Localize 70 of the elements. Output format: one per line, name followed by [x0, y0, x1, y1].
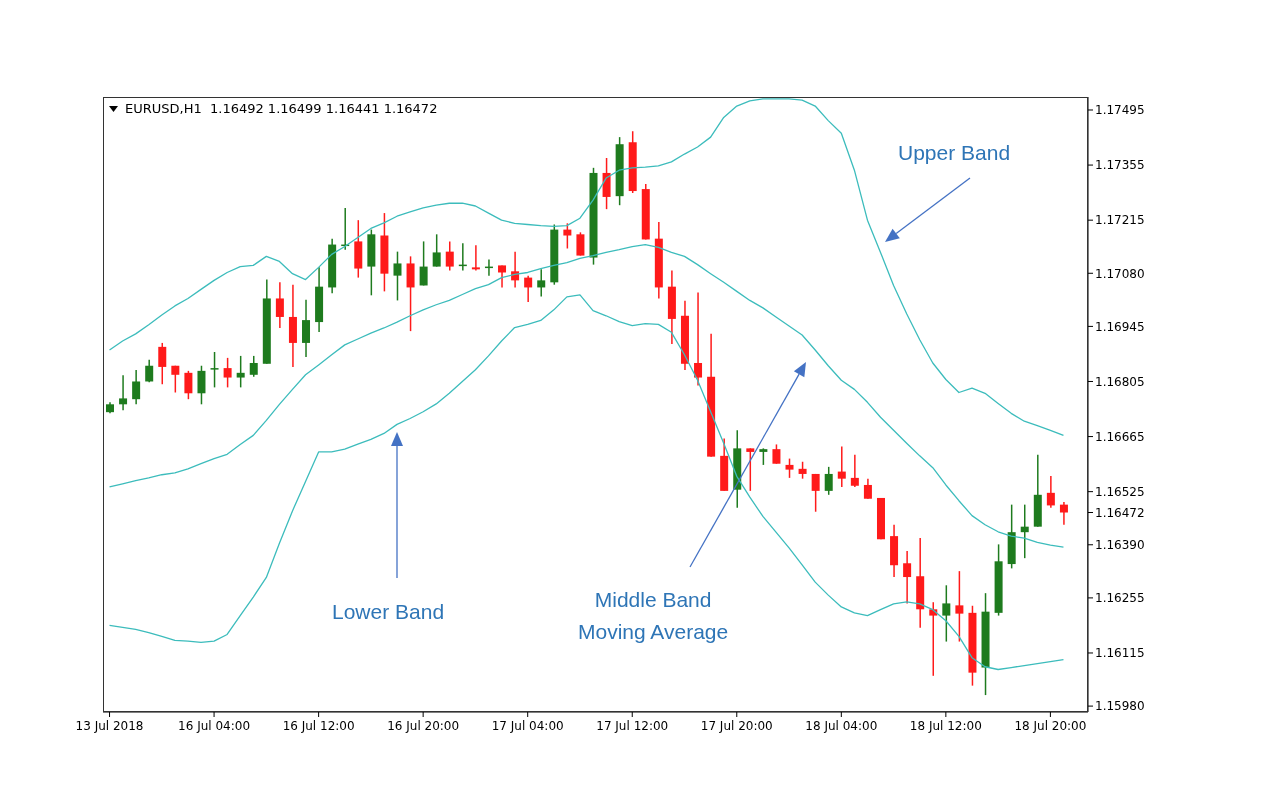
y-tick-label: 1.17355 — [1095, 158, 1145, 173]
chart-title: EURUSD,H1 1.16492 1.16499 1.16441 1.16472 — [125, 101, 438, 116]
candlestick — [863, 477, 872, 500]
annotation: Lower Band — [332, 599, 445, 625]
candlestick — [837, 445, 846, 488]
line-series — [108, 98, 1065, 437]
candlestick — [694, 291, 703, 387]
y-tick-label: 1.16805 — [1095, 374, 1145, 389]
y-tick-label: 1.16390 — [1095, 538, 1145, 553]
candlestick — [576, 231, 585, 257]
candlestick — [158, 342, 167, 385]
y-tick-label: 1.17215 — [1095, 213, 1145, 228]
x-tick-label: 17 Jul 04:00 — [491, 719, 564, 733]
candlestick — [772, 443, 781, 465]
x-tick-label: 13 Jul 2018 — [75, 719, 144, 733]
candlestick — [850, 453, 859, 488]
candlestick — [942, 584, 951, 643]
x-tick-label: 17 Jul 20:00 — [700, 719, 773, 733]
candlestick — [471, 244, 480, 272]
candlestick — [184, 370, 193, 400]
candlestick — [275, 281, 284, 329]
candlestick — [419, 240, 428, 287]
candlestick — [171, 364, 180, 394]
candlestick — [249, 355, 258, 378]
candlestick — [197, 364, 206, 406]
y-tick-label: 1.16945 — [1095, 319, 1145, 334]
candlestick — [824, 466, 833, 496]
line-series — [108, 243, 1065, 548]
candlestick — [132, 369, 141, 406]
y-tick-label: 1.16665 — [1095, 429, 1145, 444]
annotation: Upper Band — [898, 140, 1011, 166]
annotation: Middle Band Moving Average — [578, 587, 729, 645]
candlestick — [811, 473, 820, 513]
candlestick — [210, 351, 219, 389]
x-tick-label: 18 Jul 20:00 — [1014, 719, 1087, 733]
x-tick-label: 17 Jul 12:00 — [596, 719, 669, 733]
candlestick — [1046, 475, 1055, 509]
candlestick — [746, 447, 755, 492]
line-series — [108, 294, 1065, 671]
candlestick — [524, 274, 533, 303]
candlestick — [119, 374, 128, 411]
candlestick — [785, 457, 794, 479]
y-tick-label: 1.17495 — [1095, 103, 1145, 118]
x-tick-label: 16 Jul 04:00 — [178, 719, 251, 733]
candlestick — [302, 298, 311, 358]
candlestick — [406, 255, 415, 332]
y-tick-label: 1.16472 — [1095, 505, 1145, 520]
candlestick — [432, 233, 441, 268]
y-tick-label: 1.16255 — [1095, 591, 1145, 606]
candlestick — [445, 240, 454, 272]
candlestick — [236, 355, 245, 389]
candlestick — [955, 570, 964, 643]
y-tick-label: 1.15980 — [1095, 699, 1145, 714]
candlestick — [1020, 503, 1029, 559]
x-tick-label: 16 Jul 20:00 — [387, 719, 460, 733]
x-tick-label: 18 Jul 04:00 — [805, 719, 878, 733]
candlestick — [223, 357, 232, 389]
candlestick — [602, 157, 611, 210]
candlestick — [498, 264, 507, 289]
candlestick — [393, 250, 402, 302]
y-tick-label: 1.16115 — [1095, 646, 1145, 661]
y-tick-label: 1.17080 — [1095, 266, 1145, 281]
candlestick — [537, 268, 546, 298]
x-tick-label: 18 Jul 12:00 — [909, 719, 982, 733]
x-tick-label: 16 Jul 12:00 — [282, 719, 355, 733]
candlestick — [929, 601, 938, 677]
candlestick — [563, 222, 572, 250]
candlestick — [1059, 501, 1068, 526]
candlestick — [145, 359, 154, 384]
y-tick-label: 1.16525 — [1095, 484, 1145, 499]
